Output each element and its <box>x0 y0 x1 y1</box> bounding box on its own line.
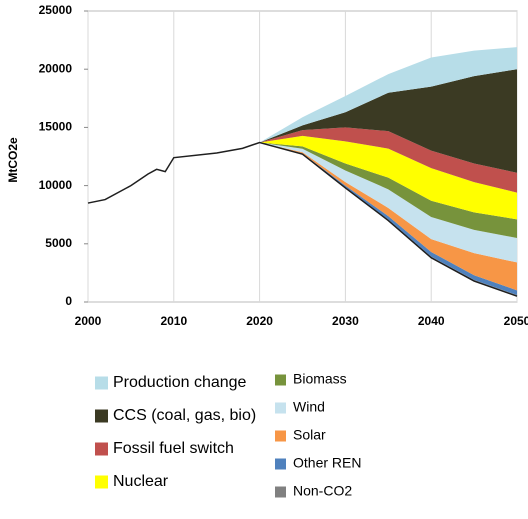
x-tick-label: 2050 <box>504 314 528 328</box>
legend-label: Biomass <box>293 371 347 387</box>
legend-label: Nuclear <box>113 473 169 490</box>
y-tick-label: 5000 <box>45 236 72 250</box>
y-tick-label: 10000 <box>39 178 73 192</box>
x-tick-label: 2030 <box>332 314 359 328</box>
legend-label: Solar <box>293 427 326 443</box>
legend-label: Production change <box>113 374 247 391</box>
x-tick-label: 2040 <box>418 314 445 328</box>
legend-swatch <box>95 409 108 423</box>
legend-swatch <box>95 475 108 489</box>
x-tick-label: 2010 <box>160 314 187 328</box>
area <box>259 142 517 263</box>
area <box>259 69 517 173</box>
legend-swatch <box>275 486 286 498</box>
area <box>259 142 517 296</box>
legend-swatch <box>275 458 286 470</box>
legend-label: Wind <box>293 399 325 415</box>
pathway-line <box>87 141 518 297</box>
legend-swatch <box>275 374 286 386</box>
legend-label: Fossil fuel switch <box>113 440 234 457</box>
legend-label: Non-CO2 <box>293 483 352 499</box>
area <box>259 127 517 193</box>
legend-swatch <box>95 376 108 390</box>
y-axis-label: MtCO2e <box>6 137 20 183</box>
area <box>259 135 517 220</box>
legend-swatch <box>95 442 108 456</box>
legend-label: Other REN <box>293 455 361 471</box>
legend-label: CCS (coal, gas, bio) <box>113 407 256 424</box>
x-tick-label: 2020 <box>246 314 273 328</box>
legend-swatch <box>275 430 286 442</box>
y-tick-label: 25000 <box>39 3 73 17</box>
y-tick-label: 20000 <box>39 61 73 75</box>
y-tick-label: 0 <box>65 294 72 308</box>
area <box>259 142 517 238</box>
x-tick-label: 2000 <box>75 314 102 328</box>
area <box>259 142 517 291</box>
y-tick-label: 15000 <box>39 120 73 134</box>
area <box>259 47 517 143</box>
legend-swatch <box>275 402 286 414</box>
